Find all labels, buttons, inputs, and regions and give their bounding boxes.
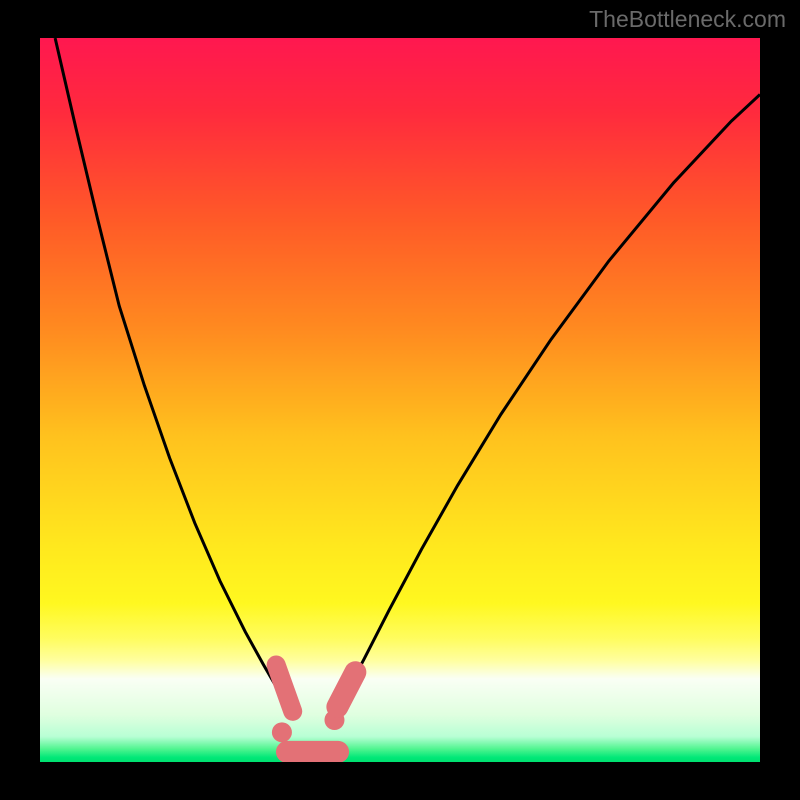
marker-dot (272, 722, 292, 742)
bottleneck-curve-left (55, 38, 291, 713)
chart-curves-layer (40, 38, 760, 762)
marker-group (272, 665, 355, 752)
watermark-text: TheBottleneck.com (589, 6, 786, 33)
chart-plot-area (40, 38, 760, 762)
bottleneck-curve-right (334, 94, 760, 712)
marker-segment (276, 665, 293, 711)
marker-segment (337, 672, 355, 707)
